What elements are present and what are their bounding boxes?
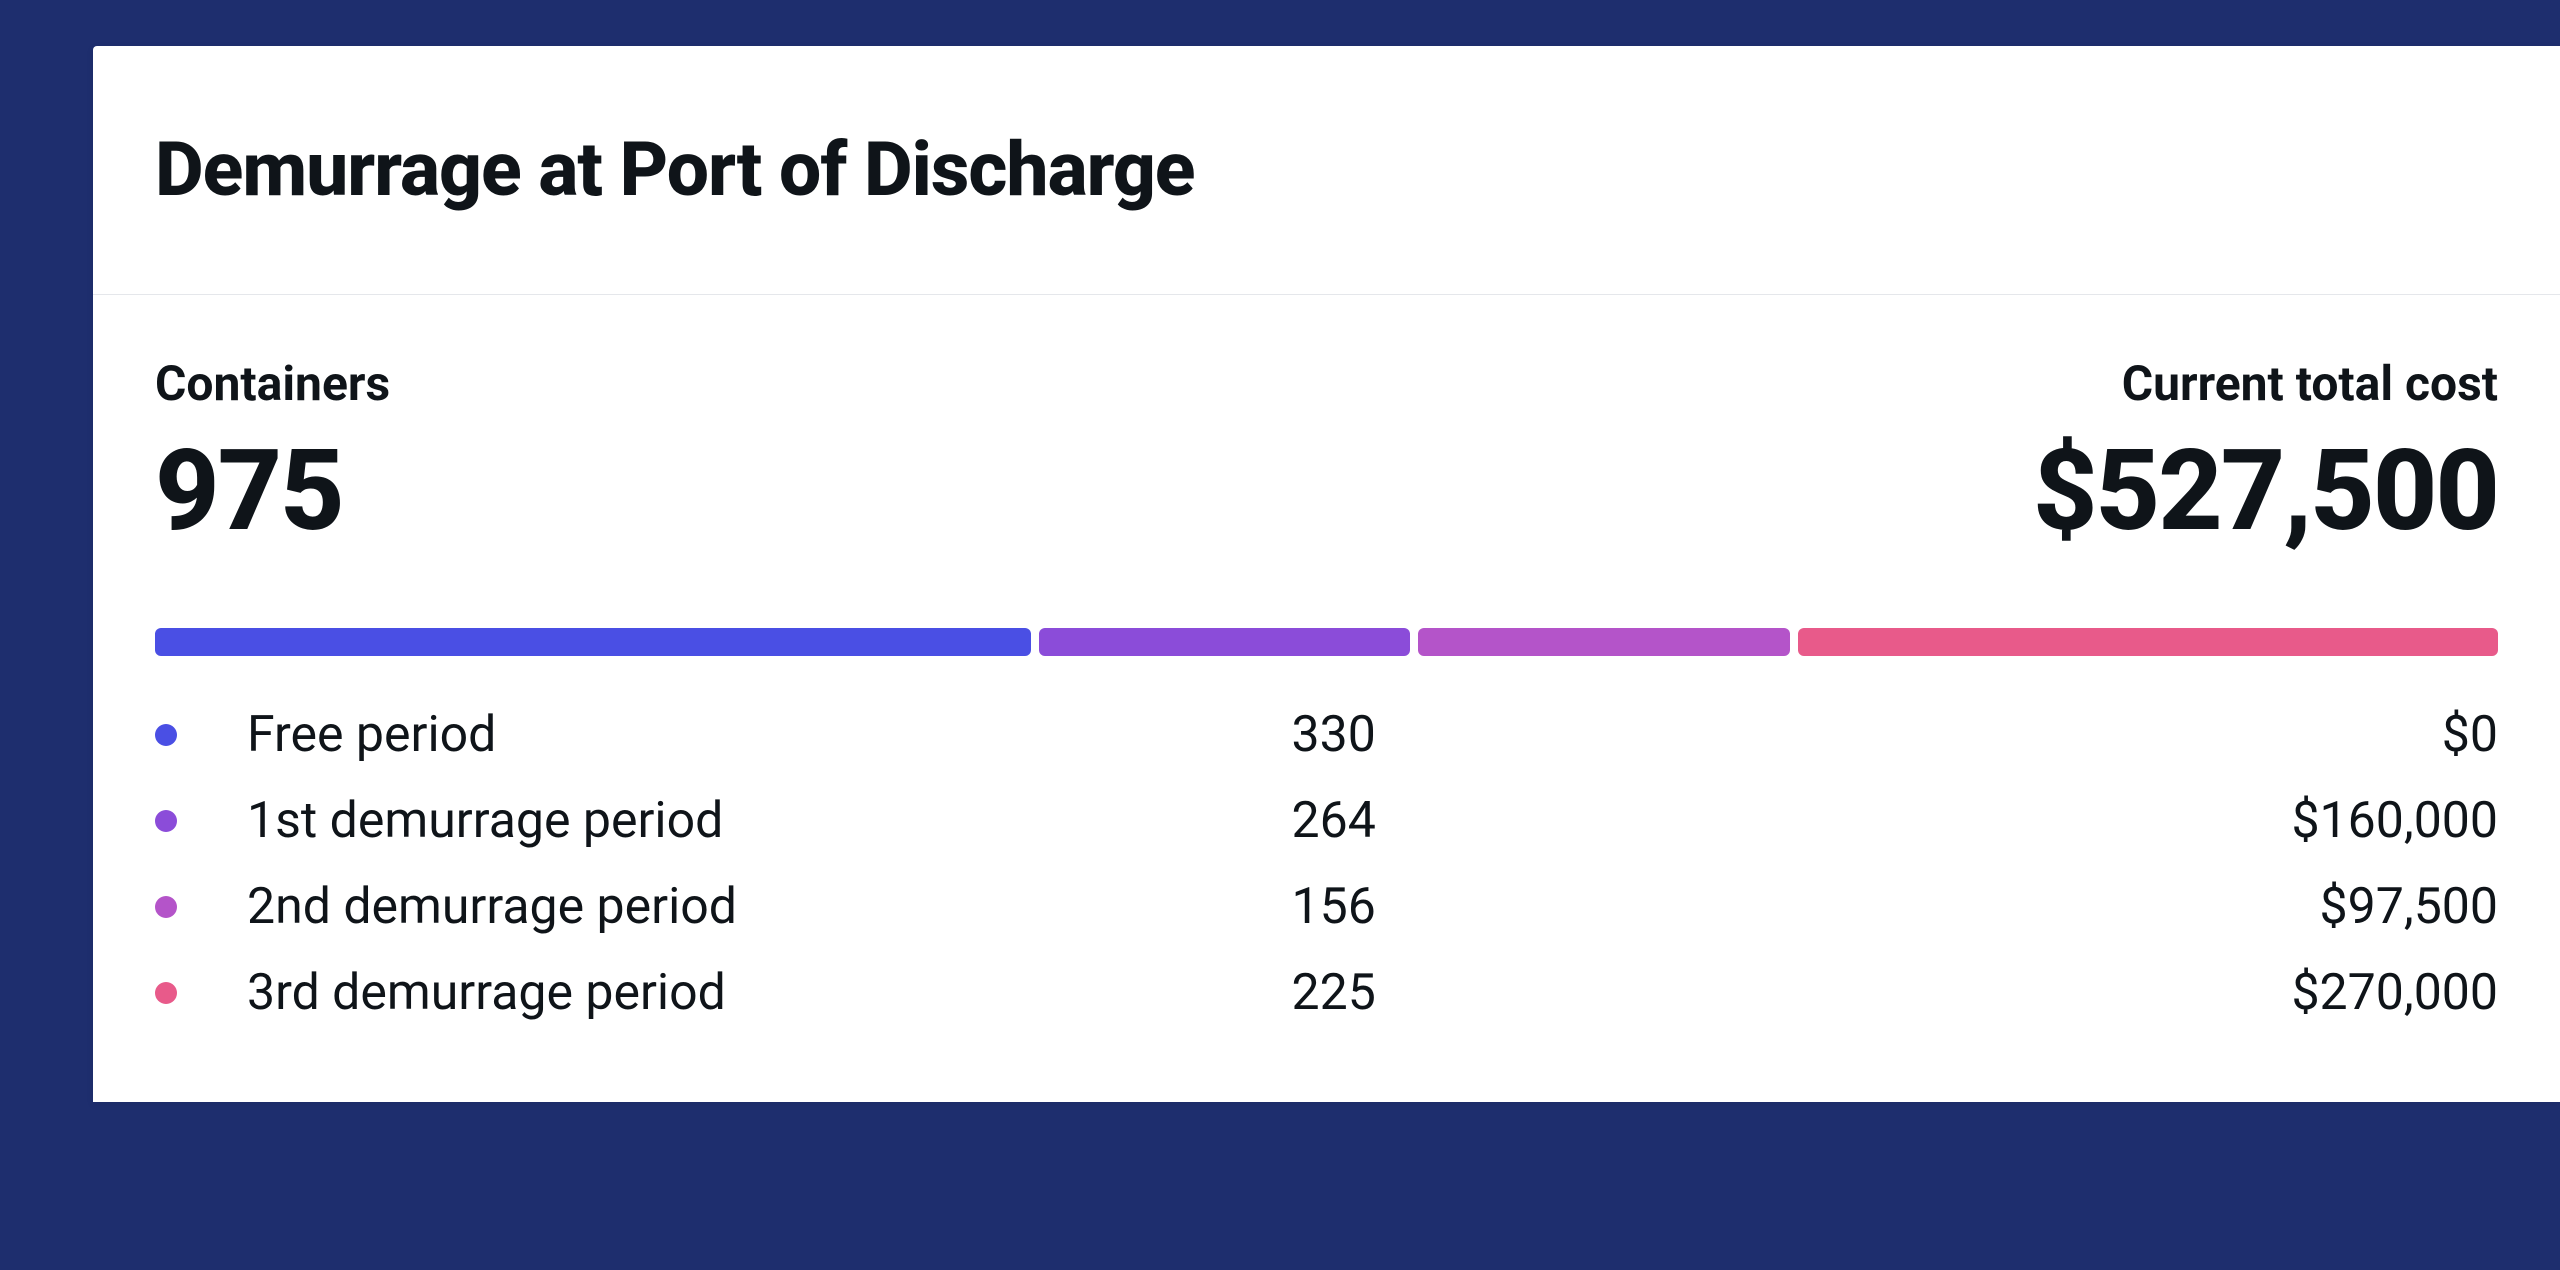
containers-value: 975	[155, 436, 390, 548]
legend-label: 3rd demurrage period	[205, 964, 1292, 1022]
legend-count: 330	[1292, 706, 1412, 764]
progress-segment-2	[1418, 628, 1789, 656]
legend-cost: $160,000	[1412, 792, 2499, 850]
legend-count: 264	[1292, 792, 1412, 850]
legend-dot-icon	[155, 896, 177, 918]
legend-cost: $270,000	[1412, 964, 2499, 1022]
legend-dot-icon	[155, 810, 177, 832]
total-cost-label: Current total cost	[2033, 355, 2498, 412]
legend-cost: $97,500	[1412, 878, 2499, 936]
legend-row-3: 3rd demurrage period225$270,000	[155, 964, 2498, 1022]
progress-segment-0	[155, 628, 1031, 656]
total-cost-metric: Current total cost $527,500	[2033, 355, 2498, 548]
legend-label: Free period	[205, 706, 1292, 764]
demurrage-card: Demurrage at Port of Discharge Container…	[93, 46, 2560, 1102]
legend-cost: $0	[1412, 706, 2499, 764]
card-header: Demurrage at Port of Discharge	[93, 46, 2560, 295]
legend-dot-icon	[155, 982, 177, 1004]
containers-metric: Containers 975	[155, 355, 390, 548]
legend-list: Free period330$01st demurrage period264$…	[155, 706, 2498, 1022]
legend-row-2: 2nd demurrage period156$97,500	[155, 878, 2498, 936]
legend-count: 225	[1292, 964, 1412, 1022]
legend-row-1: 1st demurrage period264$160,000	[155, 792, 2498, 850]
total-cost-value: $527,500	[2033, 436, 2498, 548]
legend-count: 156	[1292, 878, 1412, 936]
progress-bar	[155, 628, 2498, 656]
containers-label: Containers	[155, 355, 390, 412]
legend-dot-icon	[155, 724, 177, 746]
card-title: Demurrage at Port of Discharge	[155, 126, 2560, 214]
metrics-row: Containers 975 Current total cost $527,5…	[155, 355, 2498, 548]
legend-label: 2nd demurrage period	[205, 878, 1292, 936]
card-body: Containers 975 Current total cost $527,5…	[93, 295, 2560, 1102]
progress-segment-1	[1039, 628, 1410, 656]
legend-row-0: Free period330$0	[155, 706, 2498, 764]
progress-segment-3	[1798, 628, 2498, 656]
legend-label: 1st demurrage period	[205, 792, 1292, 850]
